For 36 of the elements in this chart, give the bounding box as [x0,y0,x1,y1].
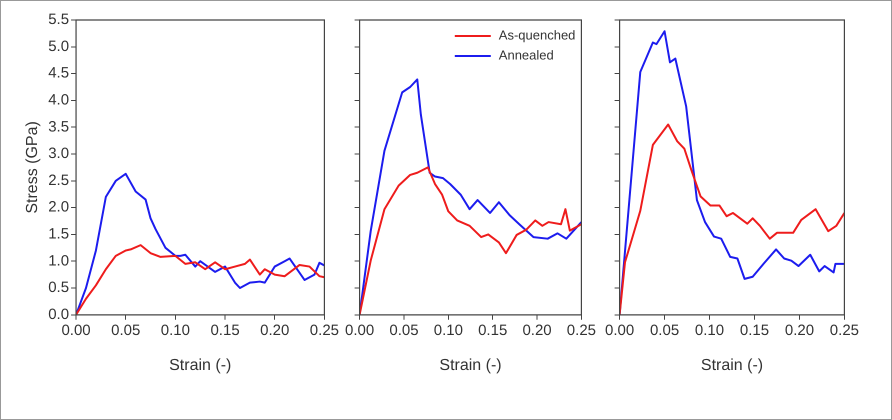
x-tick-label: 0.10 [434,322,463,339]
legend-label: Annealed [498,48,554,63]
y-tick-label: 1.0 [48,252,70,270]
x-tick-label: 0.05 [650,322,680,339]
y-tick-label: 5.5 [48,11,70,28]
x-tick-label: 0.20 [522,322,552,339]
legend-label: As-quenched [498,28,576,43]
x-tick-label: 0.25 [830,322,860,339]
y-tick-label: 4.5 [48,64,70,82]
y-tick-label: 0.0 [48,306,70,323]
y-tick-label: 0.5 [48,279,70,296]
y-tick-label: 4.0 [48,92,70,109]
x-tick-label: 0.25 [566,322,596,339]
x-tick-label: 0.15 [478,322,508,339]
y-tick-label: 2.5 [48,172,70,189]
x-tick-label: 0.00 [344,322,374,339]
x-axis-title: Strain (-) [439,356,502,374]
y-tick-label: 2.0 [48,198,70,216]
x-axis-title: Strain (-) [169,356,232,374]
x-tick-label: 0.05 [389,322,419,339]
x-axis-title: Strain (-) [700,356,764,374]
y-tick-label: 3.0 [48,145,70,162]
y-tick-label: 3.5 [48,118,70,136]
x-tick-label: 0.00 [61,322,91,339]
y-tick-label: 5.0 [48,38,70,55]
x-tick-label: 0.15 [210,322,240,339]
x-tick-label: 0.25 [310,322,340,339]
y-axis-title: Stress (GPa) [24,121,42,214]
y-tick-label: 1.5 [48,226,70,243]
x-tick-label: 0.20 [260,322,290,339]
x-tick-label: 0.20 [784,322,814,339]
x-tick-label: 0.10 [694,322,724,339]
x-tick-label: 0.10 [160,322,190,339]
x-tick-label: 0.00 [604,322,634,339]
x-tick-label: 0.15 [740,322,770,339]
x-tick-label: 0.05 [111,322,140,339]
